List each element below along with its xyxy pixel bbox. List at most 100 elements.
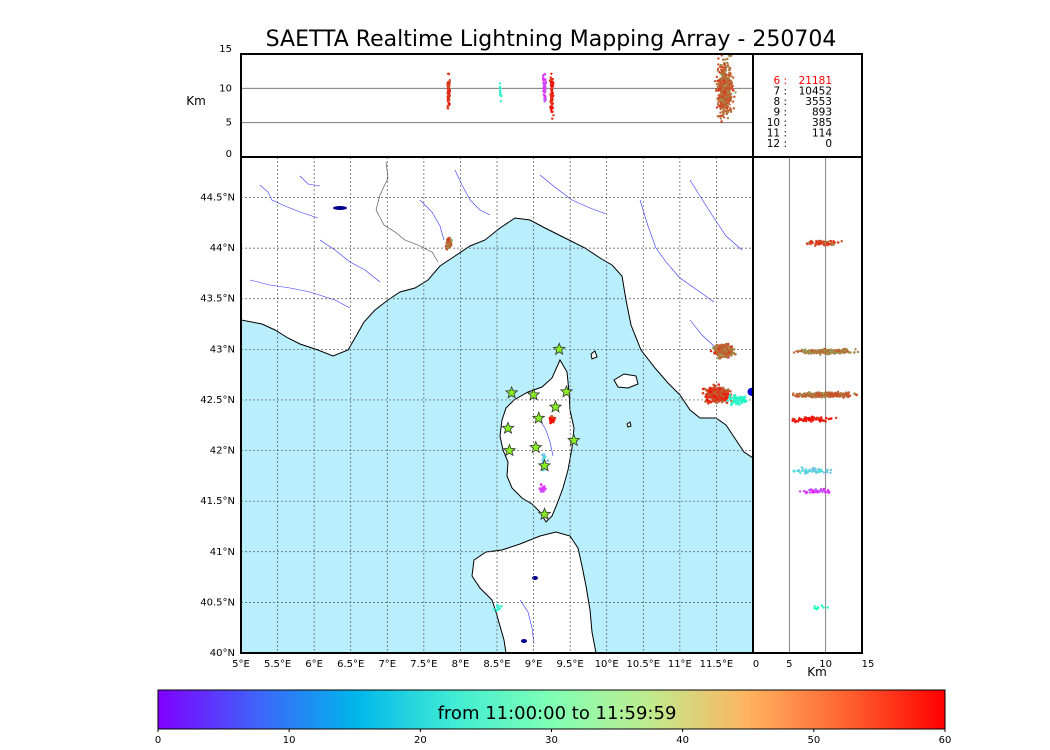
altitude-source <box>550 105 553 108</box>
side-source <box>819 489 823 492</box>
altitude-source <box>718 65 722 69</box>
altitude-source <box>551 91 554 95</box>
altitude-source <box>717 82 720 86</box>
colorbar-tick-label: 50 <box>807 735 820 746</box>
lightning-source <box>715 345 719 348</box>
station-star <box>537 507 552 521</box>
side-source <box>823 240 826 243</box>
lightning-source <box>715 349 719 352</box>
station-star <box>537 458 552 472</box>
side-source <box>803 349 806 352</box>
side-source <box>833 350 836 353</box>
colorbar-tick-label: 0 <box>155 735 161 746</box>
lightning-source <box>716 352 720 355</box>
lightning-source <box>717 347 721 351</box>
side-source <box>816 416 820 420</box>
lightning-source <box>709 349 713 353</box>
side-source <box>833 394 837 397</box>
side-source <box>846 394 849 397</box>
side-source <box>822 488 825 492</box>
altitude-source <box>728 82 731 86</box>
side-source <box>800 469 804 473</box>
side-source <box>804 350 807 353</box>
altitude-source <box>718 84 721 88</box>
side-source <box>796 393 800 397</box>
side-source <box>824 491 827 494</box>
altitude-source <box>542 81 545 84</box>
altitude-source <box>550 72 553 76</box>
lat-tick-label: 40°N <box>210 648 235 659</box>
lightning-source <box>734 402 738 405</box>
lightning-source <box>713 395 717 398</box>
side-source <box>829 468 832 472</box>
station-star <box>531 411 546 424</box>
lightning-source <box>550 415 553 418</box>
altitude-source <box>543 89 546 93</box>
lightning-source <box>721 386 725 390</box>
side-source <box>827 394 830 397</box>
side-source <box>829 393 832 396</box>
altitude-source <box>726 89 729 93</box>
side-source <box>820 417 823 420</box>
side-source <box>808 350 811 354</box>
lightning-source <box>733 393 737 397</box>
altitude-panel: 0 5 10 15 Km <box>186 44 754 160</box>
side-source <box>826 240 830 244</box>
lightning-source <box>715 392 719 396</box>
lon-tick-label: 5°E <box>232 659 250 670</box>
lon-tick-label: 6°E <box>305 659 323 670</box>
stat-label: 7 : <box>773 86 787 98</box>
lightning-source <box>726 342 730 346</box>
altitude-source <box>551 107 554 110</box>
side-source <box>812 467 815 470</box>
lon-tick-label: 9°E <box>525 659 543 670</box>
altitude-source <box>551 94 554 97</box>
altitude-source <box>550 108 553 112</box>
side-tick-label: 15 <box>862 659 875 670</box>
side-source <box>793 470 796 473</box>
side-source <box>821 242 825 245</box>
stat-label: 8 : <box>773 96 787 108</box>
altitude-source <box>552 114 555 117</box>
altitude-source <box>446 107 450 110</box>
lightning-source <box>724 342 728 346</box>
lightning-source <box>721 397 725 400</box>
station-star <box>502 443 517 457</box>
side-source <box>816 471 819 474</box>
altitude-source <box>721 114 724 118</box>
side-source <box>808 391 811 394</box>
altitude-source <box>715 82 719 86</box>
lightning-source <box>709 390 712 394</box>
altitude-source <box>719 88 722 92</box>
altitude-source <box>448 83 451 87</box>
side-ticks: 0 5 10 15 <box>753 659 875 670</box>
altitude-source <box>717 63 720 66</box>
side-panel: 0 5 10 15 Km <box>752 156 875 679</box>
lightning-source <box>542 456 546 460</box>
altitude-source <box>722 116 726 119</box>
lightning-source <box>447 237 450 241</box>
altitude-source <box>719 95 722 98</box>
altitude-source <box>722 79 726 83</box>
altitude-source <box>720 120 723 123</box>
altitude-source <box>726 101 730 104</box>
lightning-source <box>714 390 717 393</box>
side-source <box>836 241 840 244</box>
stat-count: 21181 <box>799 75 832 87</box>
lightning-source <box>743 396 747 399</box>
altitude-source <box>717 101 720 104</box>
lightning-source <box>704 400 707 403</box>
lightning-source <box>741 396 745 399</box>
lightning-source <box>492 608 496 611</box>
side-source <box>805 491 809 494</box>
altitude-source <box>725 83 729 87</box>
stat-label: 6 : <box>773 75 787 87</box>
altitude-source <box>719 114 722 118</box>
side-ref-lines <box>788 157 827 653</box>
side-source <box>807 393 811 397</box>
side-source <box>819 419 823 422</box>
country-border <box>375 161 439 263</box>
altitude-source <box>732 76 735 79</box>
side-source <box>814 490 817 493</box>
stats-frame <box>752 53 863 158</box>
